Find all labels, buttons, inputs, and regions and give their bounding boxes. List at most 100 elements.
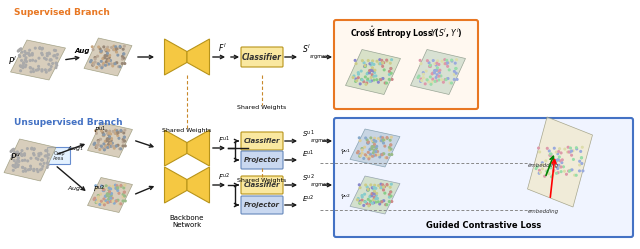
Point bbox=[364, 187, 374, 191]
Point bbox=[365, 200, 376, 204]
Point bbox=[377, 153, 387, 157]
Point bbox=[376, 153, 387, 157]
Point bbox=[355, 154, 365, 158]
Point bbox=[377, 77, 387, 81]
Point bbox=[104, 129, 115, 133]
Point bbox=[106, 138, 116, 142]
Point bbox=[39, 161, 49, 165]
Point bbox=[104, 145, 114, 149]
Text: Aug: Aug bbox=[74, 48, 90, 54]
Point bbox=[35, 151, 45, 155]
Point bbox=[111, 186, 121, 190]
Point bbox=[97, 146, 108, 150]
Point bbox=[98, 62, 108, 66]
Point bbox=[542, 169, 552, 173]
Point bbox=[91, 144, 101, 148]
Point bbox=[354, 183, 364, 187]
Point bbox=[554, 149, 564, 153]
Point bbox=[375, 77, 385, 81]
Point bbox=[108, 64, 118, 68]
Point bbox=[113, 133, 123, 137]
Point bbox=[120, 139, 130, 143]
Point bbox=[13, 49, 23, 53]
Point bbox=[100, 144, 111, 148]
Point bbox=[373, 80, 383, 84]
Point bbox=[425, 63, 435, 67]
Point bbox=[355, 199, 365, 203]
Point bbox=[29, 169, 39, 173]
Point bbox=[119, 135, 129, 139]
Point bbox=[544, 149, 554, 153]
Point bbox=[366, 75, 376, 79]
Point bbox=[367, 66, 378, 70]
Point bbox=[99, 203, 109, 207]
Point bbox=[385, 143, 396, 147]
Text: embedding: embedding bbox=[528, 209, 559, 214]
Point bbox=[28, 69, 38, 73]
Point bbox=[382, 183, 392, 187]
Text: Shared Weights: Shared Weights bbox=[237, 105, 287, 110]
Point bbox=[118, 137, 128, 141]
Point bbox=[14, 54, 24, 58]
Point bbox=[6, 149, 17, 153]
Point bbox=[358, 156, 369, 160]
Point bbox=[535, 170, 545, 174]
Point bbox=[430, 62, 440, 66]
Point bbox=[102, 200, 113, 204]
Point bbox=[21, 60, 31, 63]
Point bbox=[556, 151, 566, 155]
Point bbox=[92, 200, 102, 204]
Point bbox=[37, 68, 47, 72]
Point bbox=[367, 186, 378, 190]
Point bbox=[102, 146, 113, 150]
Point bbox=[381, 81, 392, 85]
Point bbox=[369, 78, 379, 82]
Point bbox=[546, 153, 556, 157]
Point bbox=[413, 75, 423, 79]
Point bbox=[17, 50, 27, 54]
Point bbox=[93, 138, 103, 142]
Point bbox=[104, 140, 115, 144]
Point bbox=[440, 77, 451, 81]
Point bbox=[104, 184, 115, 188]
Point bbox=[10, 165, 20, 169]
Point bbox=[360, 75, 371, 79]
Point bbox=[368, 151, 378, 155]
Point bbox=[433, 74, 443, 78]
Point bbox=[51, 61, 61, 65]
Point bbox=[113, 188, 123, 192]
Text: $P^{u1}$: $P^{u1}$ bbox=[94, 124, 106, 135]
Point bbox=[357, 198, 367, 202]
Point bbox=[378, 136, 388, 140]
Point bbox=[369, 191, 379, 195]
Point bbox=[371, 150, 381, 154]
Point bbox=[120, 62, 130, 65]
FancyBboxPatch shape bbox=[334, 20, 478, 109]
Point bbox=[366, 79, 376, 83]
Point bbox=[447, 58, 457, 62]
Point bbox=[367, 139, 378, 143]
Point bbox=[365, 136, 376, 140]
Point bbox=[560, 147, 570, 151]
Point bbox=[111, 199, 121, 203]
Point bbox=[26, 167, 36, 171]
Point bbox=[109, 146, 120, 150]
Text: $F^l$: $F^l$ bbox=[218, 42, 227, 54]
Point bbox=[12, 150, 22, 154]
Point bbox=[118, 192, 128, 196]
Point bbox=[38, 158, 48, 162]
Point bbox=[45, 58, 56, 62]
Point bbox=[534, 171, 544, 175]
Point bbox=[34, 154, 44, 158]
Point bbox=[577, 145, 588, 149]
Point bbox=[109, 62, 120, 65]
Point bbox=[116, 147, 126, 151]
Point bbox=[451, 58, 461, 62]
Point bbox=[446, 81, 456, 85]
Point bbox=[362, 72, 372, 76]
Point bbox=[13, 152, 24, 156]
Point bbox=[101, 60, 111, 64]
Point bbox=[360, 64, 370, 68]
Polygon shape bbox=[346, 50, 401, 95]
Point bbox=[10, 150, 20, 154]
